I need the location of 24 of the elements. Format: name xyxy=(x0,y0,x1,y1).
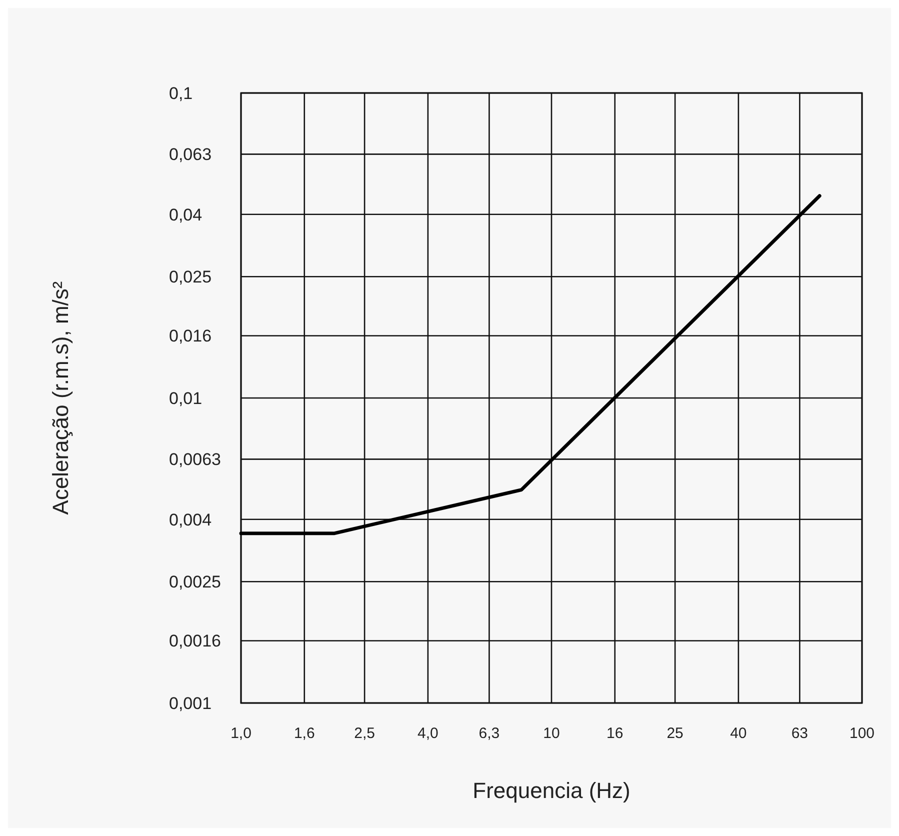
x-tick-label: 6,3 xyxy=(478,725,500,742)
y-tick-label: 0,025 xyxy=(169,268,212,287)
x-tick-label: 10 xyxy=(543,725,560,742)
x-tick-label: 16 xyxy=(606,725,624,742)
x-tick-label: 100 xyxy=(849,725,875,742)
y-tick-label: 0,0016 xyxy=(169,632,221,651)
x-tick-label: 4,0 xyxy=(418,725,438,742)
x-tick-label: 2,5 xyxy=(354,725,375,742)
y-tick-label: 0,063 xyxy=(169,145,212,164)
y-tick-label: 0,1 xyxy=(169,84,193,103)
x-axis-title: Frequencia (Hz) xyxy=(472,778,630,803)
y-tick-label: 0,004 xyxy=(169,510,212,530)
x-tick-label: 1,6 xyxy=(294,725,315,742)
x-tick-label: 25 xyxy=(666,725,684,742)
x-tick-label: 1,0 xyxy=(230,725,252,742)
y-tick-label: 0,01 xyxy=(169,388,202,408)
x-tick-label: 40 xyxy=(730,725,747,742)
y-tick-label: 0,0025 xyxy=(169,572,221,592)
y-tick-label: 0,016 xyxy=(169,326,212,346)
y-tick-label: 0,0063 xyxy=(169,450,221,470)
y-tick-label: 0,001 xyxy=(169,694,212,713)
x-tick-label: 63 xyxy=(791,725,808,742)
y-axis-title: Aceleração (r.m.s), m/s² xyxy=(48,281,73,515)
y-tick-label: 0,04 xyxy=(169,205,202,224)
